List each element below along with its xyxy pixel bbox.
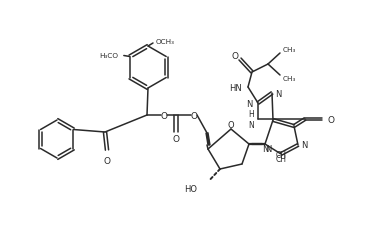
Text: N: N [265,145,271,154]
Text: N: N [262,145,268,154]
Text: O: O [232,51,239,60]
Text: CH: CH [275,150,287,159]
Text: OCH₃: OCH₃ [156,39,175,45]
Text: O: O [104,156,110,165]
Text: H
N: H N [248,110,254,129]
Text: O: O [173,134,179,143]
Text: CH: CH [275,155,287,164]
Polygon shape [206,133,210,145]
Text: O: O [190,111,197,120]
Text: HO: HO [184,184,197,193]
Text: CH₃: CH₃ [283,76,296,82]
Text: H₃CO: H₃CO [99,52,118,58]
Text: N: N [247,99,253,108]
Text: O: O [328,115,335,124]
Text: O: O [160,111,168,120]
Text: N: N [275,89,282,98]
Text: N: N [301,141,307,150]
Text: CH₃: CH₃ [283,47,296,53]
Text: HN: HN [229,83,242,92]
Text: O: O [228,121,234,130]
